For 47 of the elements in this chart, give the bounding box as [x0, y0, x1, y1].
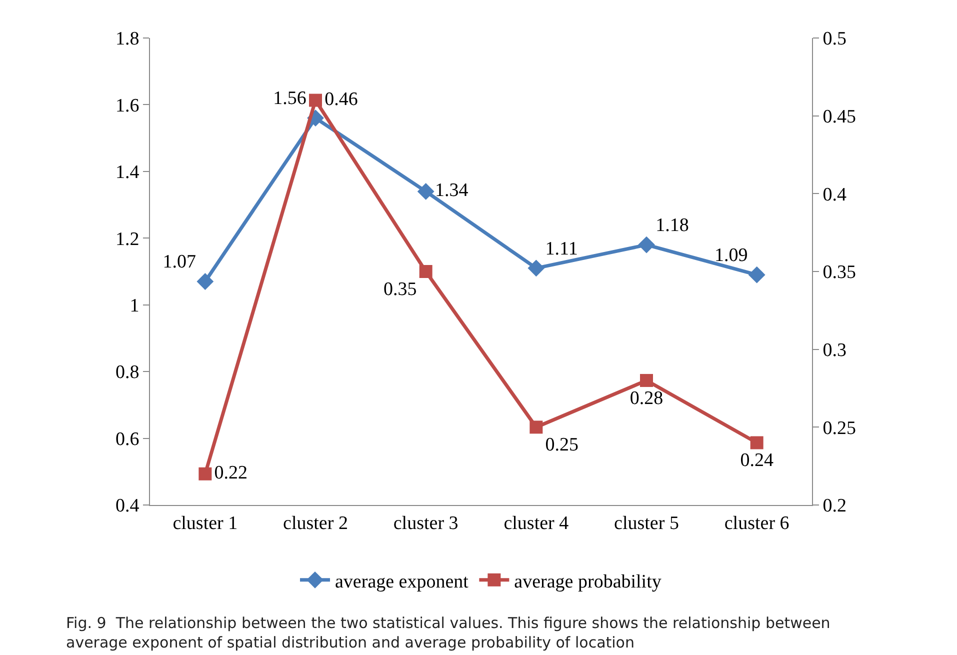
data-label: 1.18: [656, 214, 689, 236]
y-tick-label: 1.2: [115, 228, 140, 250]
point: [198, 467, 212, 480]
data-label: 1.09: [714, 244, 748, 266]
y-tick-label: 0.4: [115, 496, 140, 517]
y2-tick-label: 0.4: [822, 184, 848, 206]
y-tick-label: 1.8: [115, 28, 140, 50]
y2-tick-label: 0.45: [822, 106, 856, 128]
y-tick-label: 1.6: [115, 95, 140, 116]
point: [528, 260, 545, 277]
data-label: 0.46: [324, 89, 358, 110]
y-tick-label: 1.4: [115, 162, 140, 184]
data-label: 1.07: [162, 252, 196, 273]
point: [750, 436, 764, 450]
data-label: 0.22: [214, 462, 248, 484]
x-tick-label: cluster 1: [172, 512, 238, 534]
point: [638, 236, 655, 254]
point: [748, 266, 766, 284]
y-tick-label: 1: [130, 296, 140, 317]
legend-label: average exponent: [335, 571, 470, 592]
point: [640, 374, 653, 387]
x-tick-label: cluster 3: [393, 512, 458, 534]
y-tick-label: 0.8: [115, 362, 140, 384]
data-label: 0.28: [630, 388, 664, 409]
data-label: 0.25: [545, 434, 579, 456]
point: [196, 273, 214, 290]
x-tick-label: cluster 5: [614, 512, 679, 534]
y2-tick-label: 0.25: [822, 418, 856, 439]
data-label: 1.56: [273, 88, 306, 110]
point: [309, 94, 322, 107]
y2-tick-label: 0.5: [822, 28, 847, 50]
data-label: 0.35: [383, 278, 417, 300]
y2-tick-label: 0.3: [822, 340, 847, 361]
data-label: 1.11: [545, 238, 578, 260]
y2-tick-label: 0.2: [822, 496, 847, 517]
x-tick-label: cluster 6: [724, 512, 790, 534]
caption: Fig. 9 The relationship between the two statistical values. This figure shows the relationship between average exponent of spatial distribution and average probability of location: [66, 614, 830, 652]
x-tick-label: cluster 2: [283, 512, 348, 534]
x-tick-label: cluster 4: [504, 512, 570, 534]
y2-tick-label: 0.35: [822, 262, 856, 284]
data-label: 1.34: [434, 180, 469, 202]
point: [417, 182, 434, 200]
legend-label: average probability: [514, 571, 662, 592]
data-label: 0.24: [740, 450, 774, 472]
y-tick-label: 0.6: [115, 428, 140, 450]
point: [530, 420, 543, 434]
point: [419, 265, 432, 278]
